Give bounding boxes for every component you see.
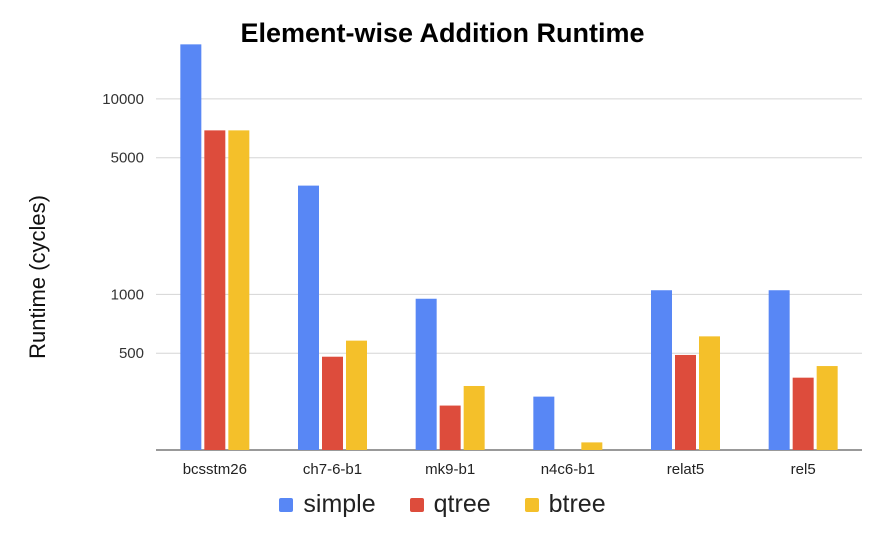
bar-simple — [533, 396, 555, 450]
legend-swatch — [524, 497, 539, 512]
y-tick-label: 10000 — [102, 91, 144, 108]
bar-btree — [463, 385, 485, 450]
legend-label: simple — [303, 490, 376, 518]
x-tick-label: relat5 — [667, 461, 705, 478]
legend: simple qtree btree — [0, 490, 885, 519]
x-tick-label: rel5 — [791, 461, 816, 478]
bar-simple — [415, 298, 437, 450]
bar-btree — [228, 130, 250, 450]
x-tick-label: mk9-b1 — [425, 461, 475, 478]
bar-simple — [298, 185, 319, 450]
legend-label: btree — [548, 490, 606, 518]
bar-btree — [346, 340, 367, 450]
bar-simple — [651, 290, 672, 450]
bar-qtree — [204, 130, 226, 450]
chart-title: Element-wise Addition Runtime — [240, 18, 645, 48]
y-tick-label: 1000 — [111, 286, 144, 303]
legend-swatch — [279, 497, 294, 512]
bar-simple — [180, 44, 202, 450]
legend-label: qtree — [433, 490, 491, 518]
x-tick-label: n4c6-b1 — [541, 461, 595, 478]
bar-qtree — [439, 405, 461, 450]
y-tick-label: 500 — [119, 345, 144, 362]
legend-item-btree: btree — [524, 490, 606, 519]
bar-qtree — [792, 377, 814, 450]
bar-simple — [768, 290, 790, 450]
bar-btree — [699, 336, 720, 450]
bar-btree — [581, 442, 603, 450]
legend-swatch — [409, 497, 424, 512]
y-tick-label: 5000 — [111, 150, 144, 167]
legend-item-simple: simple — [279, 490, 376, 519]
bar-btree — [816, 366, 838, 450]
bar-qtree — [322, 356, 343, 450]
bar-qtree — [675, 354, 696, 450]
x-tick-label: ch7-6-b1 — [303, 461, 362, 478]
x-tick-label: bcsstm26 — [183, 461, 247, 478]
legend-item-qtree: qtree — [409, 490, 491, 519]
